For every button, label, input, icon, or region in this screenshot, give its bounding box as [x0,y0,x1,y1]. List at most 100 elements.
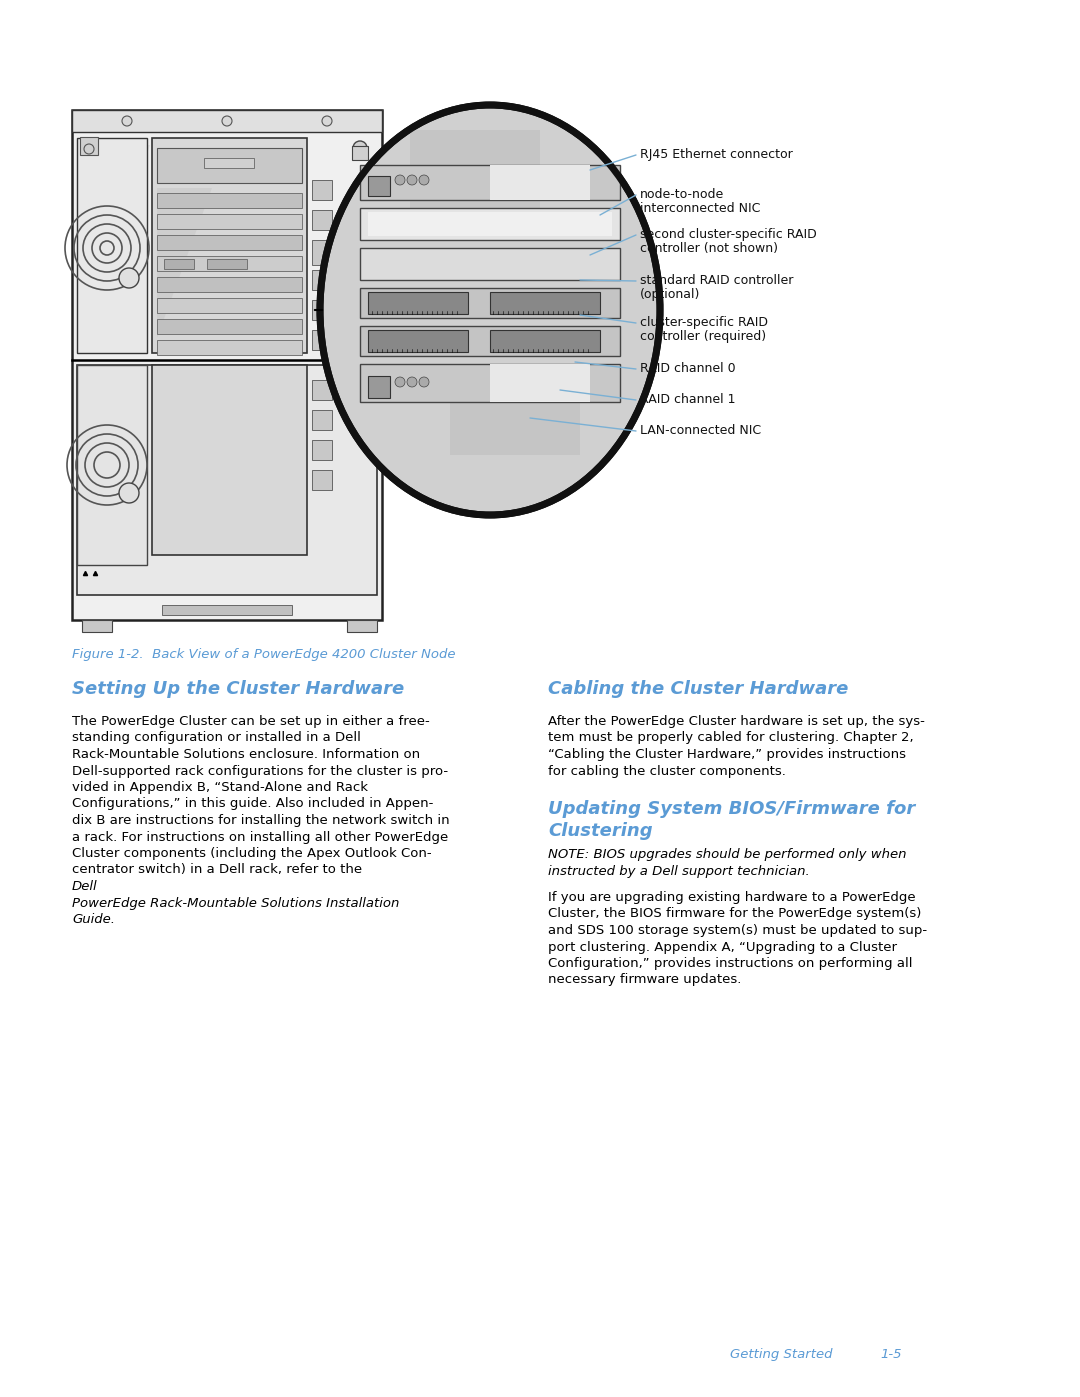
Bar [312,469,332,490]
Circle shape [119,268,139,288]
Text: tem must be properly cabled for clustering. Chapter 2,: tem must be properly cabled for clusteri… [548,732,914,745]
Text: instructed by a Dell support technician.: instructed by a Dell support technician. [548,865,810,877]
Text: LAN-connected NIC: LAN-connected NIC [640,425,761,437]
Polygon shape [157,370,212,485]
Bar [312,180,332,200]
Text: second cluster-specific RAID: second cluster-specific RAID [640,228,816,242]
Text: RJ45 Ethernet connector: RJ45 Ethernet connector [640,148,793,161]
Bar [368,330,468,352]
Polygon shape [154,140,307,339]
Bar [368,176,390,196]
Bar [157,148,302,183]
Bar [360,208,620,240]
Bar [204,158,254,168]
Bar [360,165,620,200]
Text: PowerEdge Rack-Mountable Solutions Installation: PowerEdge Rack-Mountable Solutions Insta… [72,897,400,909]
Text: Clustering: Clustering [548,821,652,840]
Circle shape [419,377,429,387]
Bar [312,210,332,231]
Bar [157,235,302,250]
Text: Rack-Mountable Solutions enclosure. Information on: Rack-Mountable Solutions enclosure. Info… [72,747,420,761]
Text: Configurations,” in this guide. Also included in Appen-: Configurations,” in this guide. Also inc… [72,798,433,810]
Text: NOTE: BIOS upgrades should be performed only when: NOTE: BIOS upgrades should be performed … [548,848,906,861]
Bar [347,620,377,631]
Bar [368,212,612,236]
Text: port clustering. Appendix A, “Upgrading to a Cluster: port clustering. Appendix A, “Upgrading … [548,940,897,954]
Text: Dell: Dell [72,880,97,893]
Circle shape [395,377,405,387]
Bar [157,319,302,334]
Polygon shape [82,145,150,351]
Bar [157,256,302,271]
Bar [77,365,147,564]
Text: Figure 1-2.  Back View of a PowerEdge 4200 Cluster Node: Figure 1-2. Back View of a PowerEdge 420… [72,648,456,661]
Text: for cabling the cluster components.: for cabling the cluster components. [548,764,786,778]
Bar [82,620,112,631]
Circle shape [407,377,417,387]
Bar [360,249,620,279]
Bar [368,376,390,398]
Bar [162,605,292,615]
Text: Setting Up the Cluster Hardware: Setting Up the Cluster Hardware [72,680,404,698]
Text: Configuration,” provides instructions on performing all: Configuration,” provides instructions on… [548,957,913,970]
Polygon shape [450,395,580,455]
Bar [72,110,382,131]
Bar [360,365,620,402]
Bar [312,409,332,430]
Bar [490,365,590,402]
Bar [360,326,620,356]
Bar [77,138,147,353]
Bar [80,137,98,155]
Bar [352,147,368,161]
Polygon shape [410,130,540,210]
Text: standing configuration or installed in a Dell: standing configuration or installed in a… [72,732,361,745]
Text: cluster-specific RAID: cluster-specific RAID [640,316,768,330]
Bar [157,214,302,229]
Bar [490,330,600,352]
Bar [360,288,620,319]
Polygon shape [157,189,212,338]
Bar [152,138,307,353]
Text: Getting Started: Getting Started [730,1348,833,1361]
Bar [157,193,302,208]
Circle shape [119,483,139,503]
Text: Cabling the Cluster Hardware: Cabling the Cluster Hardware [548,680,849,698]
Circle shape [419,175,429,184]
Text: 1-5: 1-5 [880,1348,902,1361]
Text: “Cabling the Cluster Hardware,” provides instructions: “Cabling the Cluster Hardware,” provides… [548,747,906,761]
Bar [312,330,332,351]
Text: controller (not shown): controller (not shown) [640,242,778,256]
Circle shape [407,175,417,184]
Bar [72,110,382,620]
Text: If you are upgrading existing hardware to a PowerEdge: If you are upgrading existing hardware t… [548,891,916,904]
Bar [164,258,194,270]
Text: dix B are instructions for installing the network switch in: dix B are instructions for installing th… [72,814,449,827]
Text: controller (required): controller (required) [640,330,766,344]
Text: standard RAID controller: standard RAID controller [640,274,794,286]
Text: Dell-supported rack configurations for the cluster is pro-: Dell-supported rack configurations for t… [72,764,448,778]
Bar [312,240,332,265]
Bar [207,258,247,270]
Text: node-to-node: node-to-node [640,189,725,201]
Bar [368,292,468,314]
Bar [312,380,332,400]
Text: centrator switch) in a Dell rack, refer to the: centrator switch) in a Dell rack, refer … [72,863,366,876]
Text: Cluster, the BIOS firmware for the PowerEdge system(s): Cluster, the BIOS firmware for the Power… [548,908,921,921]
Text: RAID channel 1: RAID channel 1 [640,393,735,407]
Bar [312,270,332,291]
Bar [490,165,590,200]
Text: The PowerEdge Cluster can be set up in either a free-: The PowerEdge Cluster can be set up in e… [72,715,430,728]
Circle shape [122,116,132,126]
Text: necessary firmware updates.: necessary firmware updates. [548,974,741,986]
Text: interconnected NIC: interconnected NIC [640,203,760,215]
Bar [157,277,302,292]
Circle shape [353,141,367,155]
Text: Updating System BIOS/Firmware for: Updating System BIOS/Firmware for [548,800,915,819]
Text: (optional): (optional) [640,288,700,300]
Text: and SDS 100 storage system(s) must be updated to sup-: and SDS 100 storage system(s) must be up… [548,923,927,937]
Text: Guide.: Guide. [72,914,114,926]
Ellipse shape [320,105,660,515]
Circle shape [322,116,332,126]
Bar [490,292,600,314]
Circle shape [222,116,232,126]
